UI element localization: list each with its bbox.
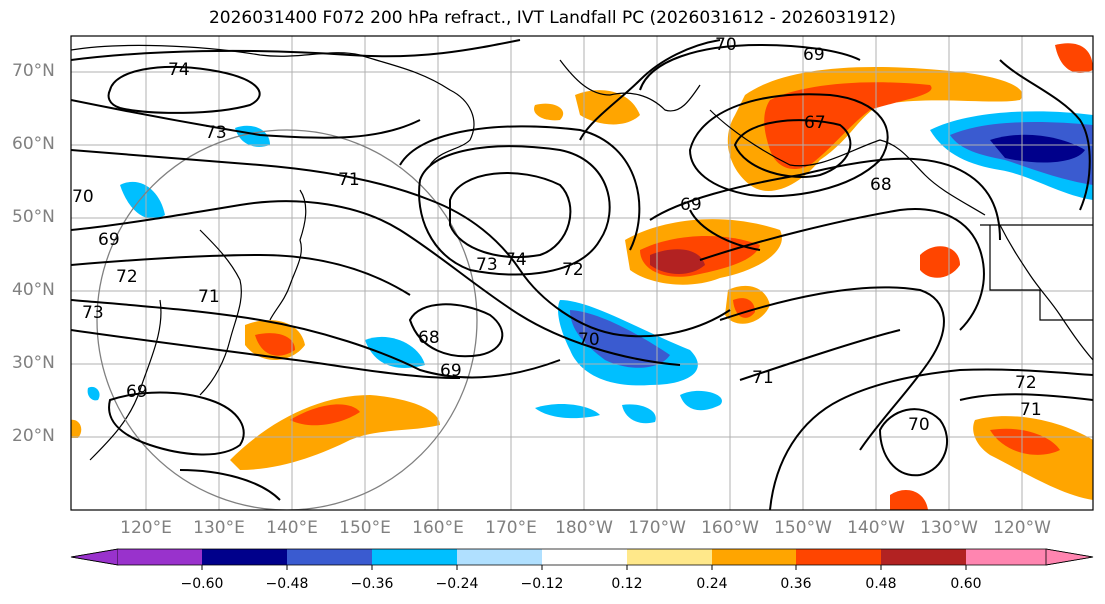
lat-label: 30°N [12, 353, 55, 373]
landfall-region-circle [96, 129, 478, 510]
colorbar-tick-label: −0.24 [435, 576, 479, 592]
negative-anomaly-area [235, 125, 270, 147]
lon-label: 170°E [485, 518, 537, 538]
colorbar-bin [202, 549, 287, 565]
contour-lines [71, 39, 1093, 510]
colorbar-bin [966, 549, 1046, 565]
contour-label: 71 [752, 368, 774, 388]
contour-label: 73 [205, 123, 227, 143]
contour-label: 72 [116, 267, 138, 287]
contour-label: 71 [338, 170, 360, 190]
negative-anomaly-area [535, 404, 600, 419]
colorbar-tick-label: 0.24 [696, 576, 728, 592]
contour-label: 71 [198, 287, 220, 307]
contour-label: 70 [715, 35, 737, 55]
map-frame [70, 35, 1094, 511]
positive-anomaly-area [534, 103, 564, 121]
positive-anomaly-area [764, 82, 932, 170]
colorbar-bin [372, 549, 457, 565]
colorbar-tick-label: −0.60 [180, 576, 224, 592]
colorbar-tick-label: 0.36 [780, 576, 812, 592]
colorbar-bin [457, 549, 542, 565]
lon-label: 180°W [555, 518, 613, 538]
contour-label: 67 [804, 113, 826, 133]
contour-label-group: 74 73 70 69 71 72 73 71 69 68 69 74 73 7… [72, 35, 1042, 435]
positive-anomaly-area [920, 246, 960, 278]
colorbar [70, 548, 1094, 570]
colorbar-min-extension [70, 548, 119, 566]
positive-anomaly-area [71, 419, 82, 438]
contour-label: 70 [578, 330, 600, 350]
map-title: 2026031400 F072 200 hPa refract., IVT La… [208, 8, 896, 28]
colorbar-bin [796, 549, 881, 565]
contour-label: 70 [72, 187, 94, 207]
colorbar-bin [881, 549, 966, 565]
contour-label: 73 [82, 303, 104, 323]
lat-label: 60°N [12, 134, 55, 154]
contour-label: 71 [1020, 400, 1042, 420]
positive-anomaly-area [255, 333, 295, 356]
positive-anomaly-area [973, 416, 1093, 500]
positive-anomaly-area [990, 428, 1060, 455]
colorbar-tick-label: −0.48 [265, 576, 309, 592]
negative-anomaly-area [87, 386, 100, 401]
negative-anomaly-area [622, 404, 656, 424]
contour-label: 72 [1015, 373, 1037, 393]
lon-label: 130°E [193, 518, 245, 538]
colorbar-tick-label: 0.12 [611, 576, 643, 592]
contour-label: 72 [562, 260, 584, 280]
lon-label: 130°W [920, 518, 978, 538]
positive-anomaly-area [733, 298, 755, 318]
negative-anomaly-area [120, 181, 165, 219]
lon-label: 120°W [993, 518, 1051, 538]
lon-label: 120°E [120, 518, 172, 538]
contour-label: 74 [505, 250, 527, 270]
lat-label: 20°N [12, 426, 55, 446]
colorbar-tick-label: 0.60 [950, 576, 982, 592]
positive-anomaly-area [230, 395, 440, 470]
colorbar-bin [712, 549, 796, 565]
lat-label: 70°N [12, 61, 55, 81]
negative-anomaly-area [680, 390, 722, 411]
negative-anomaly-area [365, 336, 425, 369]
contour-label: 68 [418, 328, 440, 348]
colorbar-bin [287, 549, 372, 565]
colorbar-bin [118, 549, 202, 565]
lon-label: 150°E [339, 518, 391, 538]
positive-anomaly-area [290, 404, 360, 426]
lon-label: 170°W [628, 518, 686, 538]
colorbar-tick-label: −0.36 [350, 576, 394, 592]
colorbar-max-extension [1045, 548, 1094, 566]
contour-label: 69 [440, 361, 462, 381]
positive-anomaly-area [575, 90, 640, 125]
colorbar-tick-label: −0.12 [520, 576, 564, 592]
lon-label: 140°E [266, 518, 318, 538]
colorbar-bin [542, 549, 627, 565]
contour-label: 70 [908, 415, 930, 435]
colorbar-tick-label: 0.48 [865, 576, 897, 592]
negative-anomaly-area [570, 310, 670, 368]
lat-label: 50°N [12, 207, 55, 227]
contour-label: 73 [476, 255, 498, 275]
contour-label: 69 [98, 230, 120, 250]
negative-anomaly-area [990, 134, 1085, 163]
lon-label: 160°W [701, 518, 759, 538]
positive-anomaly-area [1055, 43, 1093, 73]
lon-label: 160°E [412, 518, 464, 538]
lon-label: 150°W [774, 518, 832, 538]
lon-label: 140°W [847, 518, 905, 538]
positive-anomaly-area [650, 249, 705, 275]
contour-label: 69 [680, 195, 702, 215]
contour-label: 74 [168, 60, 190, 80]
colorbar-bin [627, 549, 712, 565]
coastlines [71, 44, 1093, 461]
contour-label: 69 [126, 382, 148, 402]
positive-anomaly-area [890, 490, 928, 510]
contour-label: 68 [870, 175, 892, 195]
contour-label: 69 [803, 45, 825, 65]
lat-label: 40°N [12, 280, 55, 300]
